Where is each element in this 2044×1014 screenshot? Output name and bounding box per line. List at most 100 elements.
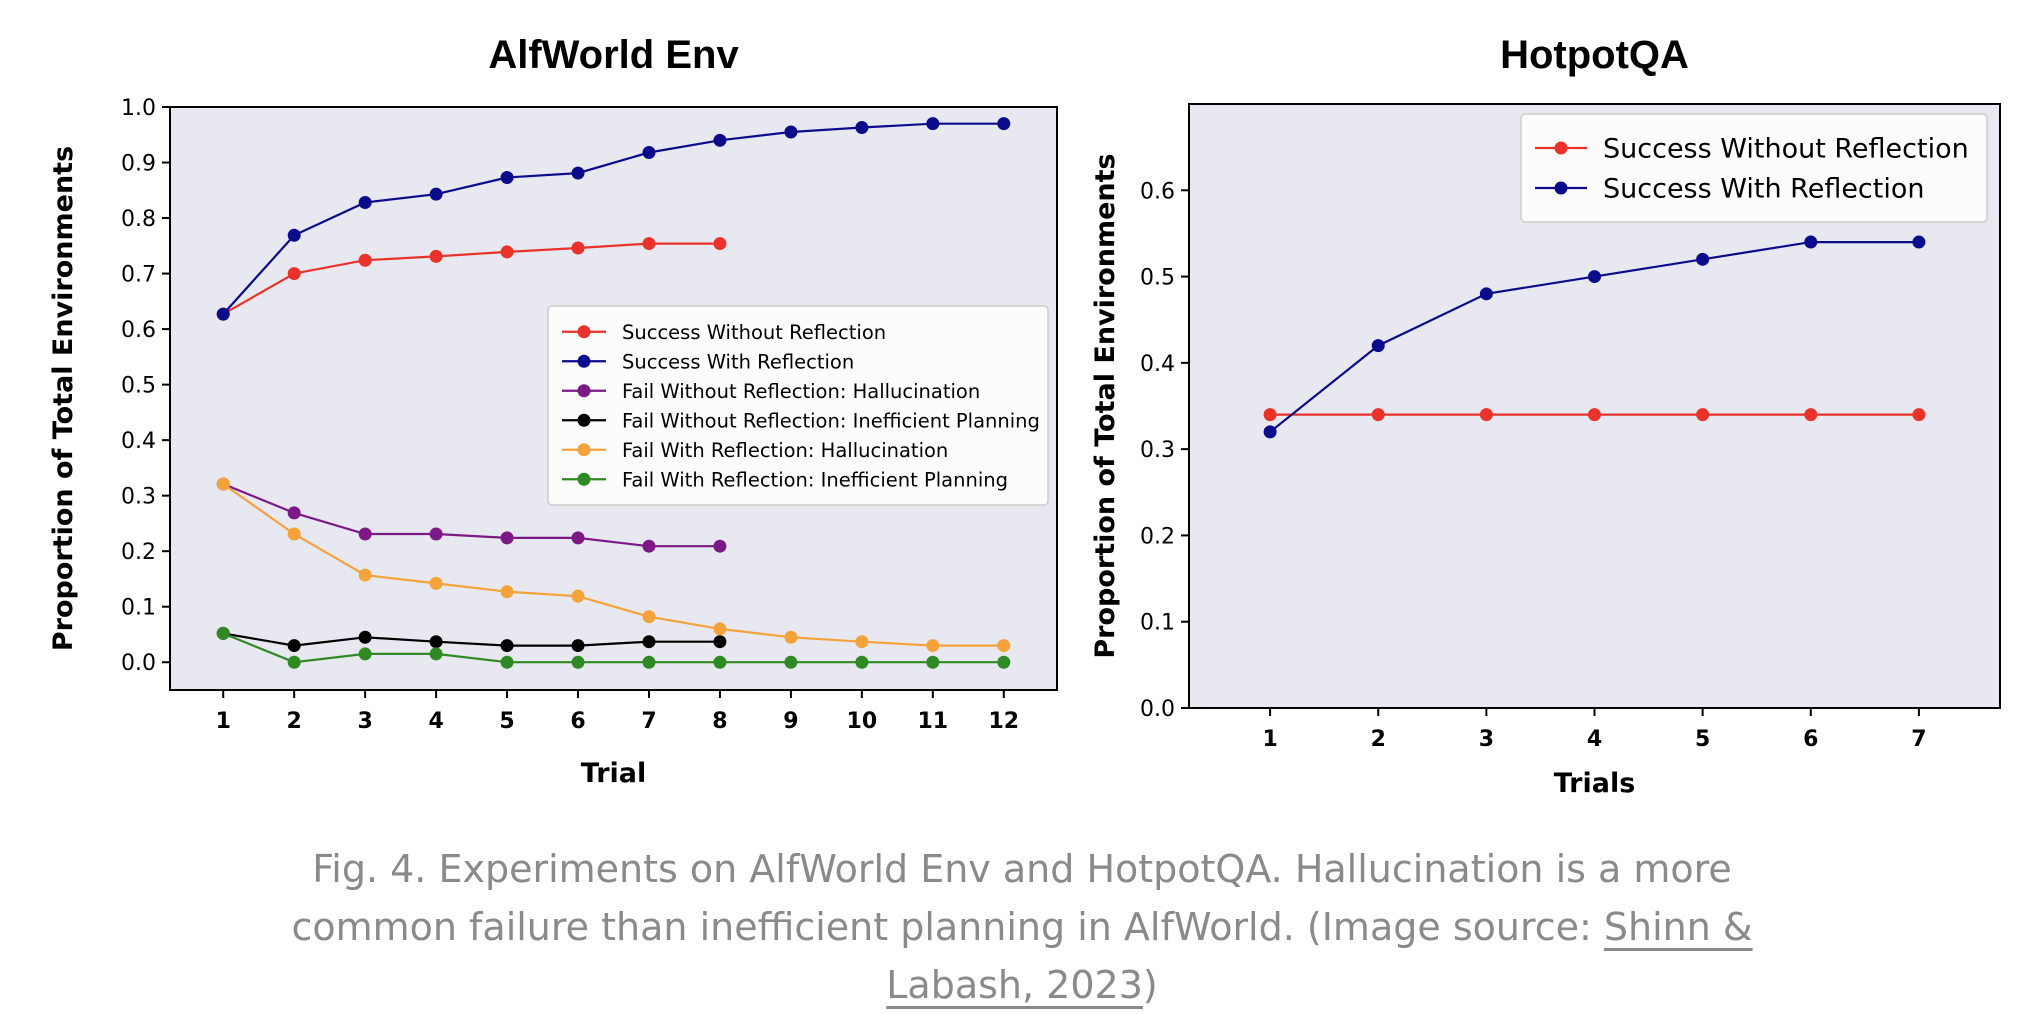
data-point [358,647,372,661]
x-tick-label: 5 [1695,727,1710,752]
legend-box [1520,113,1988,223]
data-point [1804,408,1818,422]
data-point [642,610,656,624]
data-point [571,655,585,669]
legend-label: Success With Reflection [622,350,854,373]
x-tick-label: 11 [918,709,949,734]
data-point [1479,287,1493,301]
y-tick-label: 1.0 [121,96,156,121]
data-point [358,196,372,210]
data-point [358,568,372,582]
y-tick-label: 0.3 [1140,438,1175,463]
legend-marker [1554,141,1568,155]
data-point [855,655,869,669]
data-point [855,635,869,649]
x-tick-label: 7 [1911,727,1926,752]
data-point [287,506,301,520]
x-tick-label: 12 [988,709,1019,734]
x-axis-label: Trials [1554,768,1636,799]
y-tick-label: 0.6 [1140,179,1175,204]
data-point [642,635,656,649]
data-point [1696,252,1710,266]
y-tick-label: 0.1 [1140,611,1175,636]
chart-title: AlfWorld Env [488,33,739,77]
y-tick-label: 0.6 [121,318,156,343]
data-point [997,117,1011,131]
data-point [287,267,301,281]
x-tick-label: 2 [287,709,302,734]
x-tick-label: 10 [847,709,878,734]
x-tick-label: 1 [1262,727,1277,752]
y-tick-label: 0.8 [121,207,156,232]
y-tick-label: 0.9 [121,152,156,177]
chart-title: HotpotQA [1500,33,1689,77]
x-tick-label: 6 [570,709,585,734]
data-point [784,655,798,669]
data-point [1479,408,1493,422]
data-point [287,655,301,669]
x-tick-label: 1 [216,709,231,734]
data-point [926,639,940,653]
data-point [713,237,727,251]
y-tick-label: 0.0 [121,651,156,676]
series-line [222,242,720,316]
data-point [1696,408,1710,422]
x-tick-label: 4 [428,709,443,734]
legend-marker [577,413,591,427]
y-tick-label: 0.4 [121,429,156,454]
data-point [216,477,230,491]
data-point [429,187,443,201]
y-tick-label: 0.1 [121,596,156,621]
data-point [1912,408,1926,422]
data-point [500,585,514,599]
legend-marker [577,443,591,457]
caption-source-link[interactable]: Shinn & Labash, 2023 [886,905,1753,1007]
data-point [713,539,727,553]
data-point [358,630,372,644]
data-point [997,639,1011,653]
data-point [997,655,1011,669]
data-point [287,527,301,541]
legend-marker [577,384,591,398]
legend-label: Fail Without Reflection: Hallucination [622,380,980,403]
legend-marker [577,472,591,486]
series-line [222,122,1004,315]
data-point [713,622,727,636]
data-point [855,121,869,135]
data-point [287,228,301,242]
data-point [571,531,585,545]
data-point [429,635,443,649]
x-tick-label: 2 [1371,727,1386,752]
x-tick-label: 3 [357,709,372,734]
x-tick-label: 9 [783,709,798,734]
data-point [500,655,514,669]
data-point [358,527,372,541]
y-tick-label: 0.2 [1140,524,1175,549]
x-tick-label: 5 [499,709,514,734]
chart-2: HotpotQA 0.0 0.1 0.2 0.3 0.4 0.5 0.6 1 2 3 4 5 6 7 Tria… [1090,33,2001,799]
y-tick-label: 0.0 [1140,697,1175,722]
series-6 [216,626,1011,669]
x-axis-label: Trial [581,758,647,789]
legend-label: Fail With Reflection: Hallucination [622,439,948,462]
data-point [287,639,301,653]
series-2 [216,117,1011,321]
series-5 [216,477,1011,653]
legend-marker [577,325,591,339]
data-point [216,626,230,640]
series-2 [1263,235,1926,439]
data-point [500,171,514,185]
data-point [784,125,798,139]
data-point [642,237,656,251]
data-point [500,639,514,653]
data-point [1588,270,1601,284]
data-point [500,245,514,259]
data-point [713,133,727,147]
data-point [713,635,727,649]
y-axis-label: Proportion of Total Environments [1090,153,1121,658]
series-line [222,632,1004,664]
series-line [222,482,720,548]
data-point [571,639,585,653]
x-tick-label: 8 [712,709,727,734]
y-axis-label: Proportion of Total Environments [48,146,79,651]
